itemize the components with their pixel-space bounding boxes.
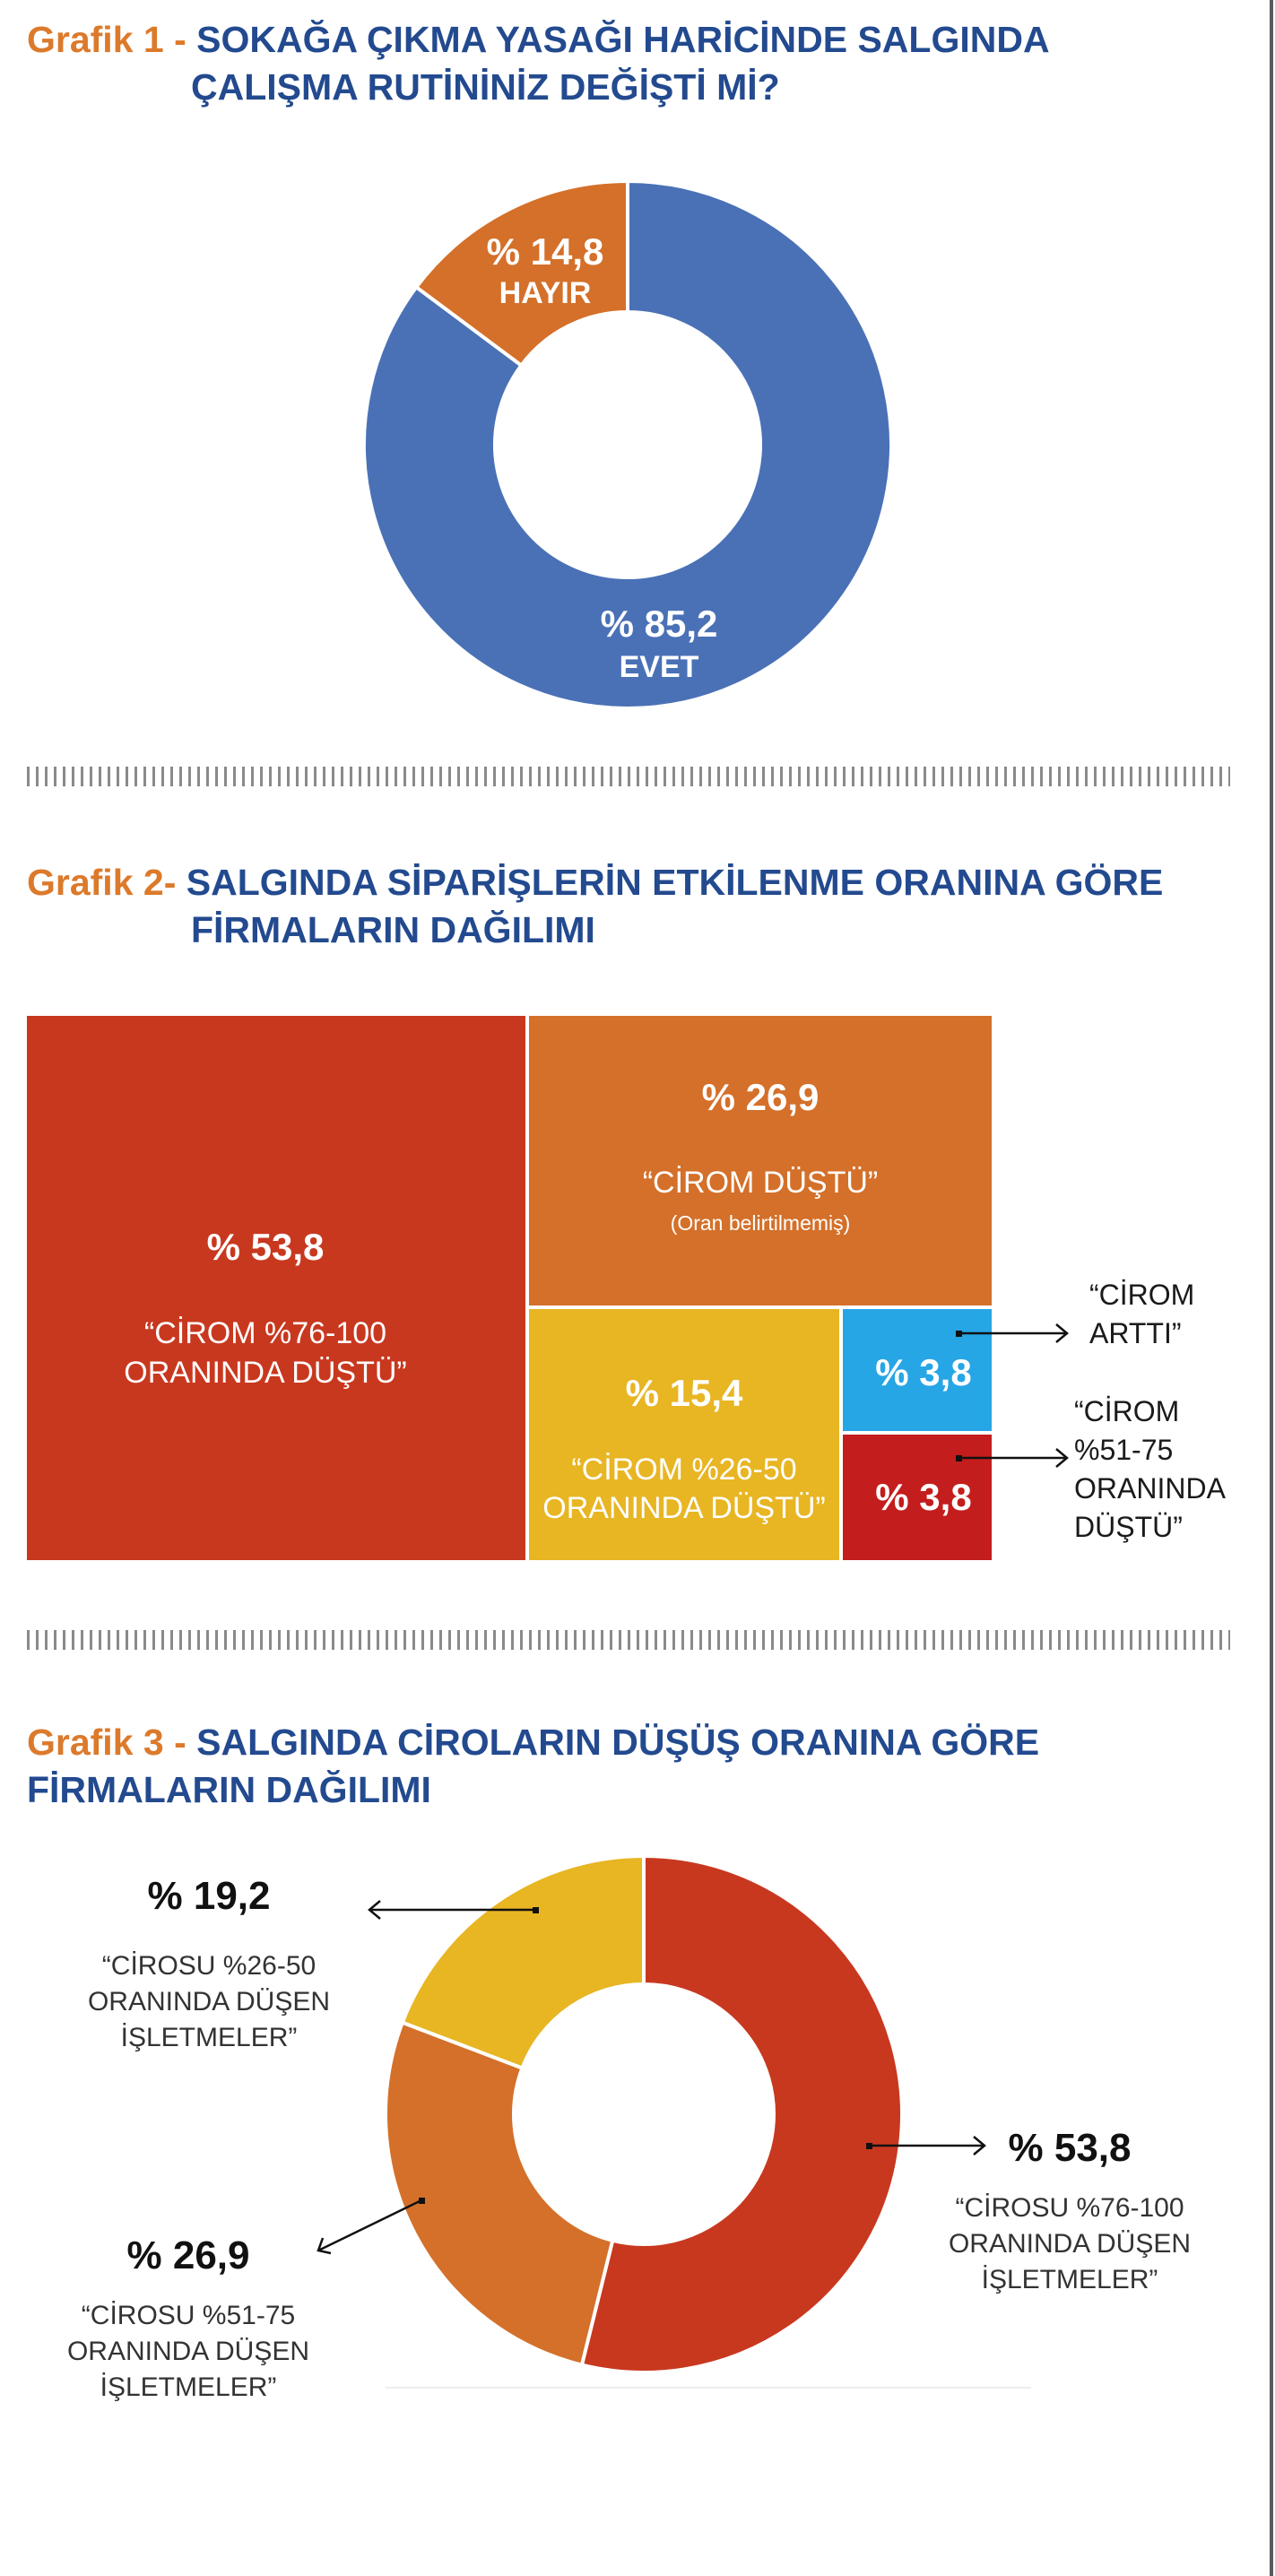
chart2-prefix: Grafik 2- [27, 862, 186, 903]
chart3-dot-26-50 [533, 1907, 539, 1913]
block-76-100-value: % 53,8 [207, 1226, 325, 1268]
chart3-desc-76-100-2: ORANINDA DÜŞEN [949, 2229, 1191, 2259]
block-unspecified [529, 1016, 992, 1305]
chart2-title-line1: SALGINDA SİPARİŞLERİN ETKİLENME ORANINA … [186, 862, 1164, 903]
block-76-100-text-1: “CİROM %76-100 [144, 1316, 386, 1350]
chart3-desc-26-50-2: ORANINDA DÜŞEN [88, 1987, 330, 2017]
callout-down-arrow [959, 1448, 1069, 1468]
block-76-100-text-2: ORANINDA DÜŞTÜ” [124, 1356, 406, 1390]
section-divider-1 [27, 767, 1230, 786]
chart3-desc-51-75-3: İŞLETMELER” [100, 2372, 277, 2402]
chart1-name-hayir: HAYIR [499, 276, 592, 310]
chart2-title-line2: FİRMALARIN DAĞILIMI [191, 909, 595, 950]
chart1-title-line2: ÇALIŞMA RUTİNİNİZ DEĞİŞTİ Mİ? [191, 66, 780, 108]
chart1-title: Grafik 1 - SOKAĞA ÇIKMA YASAĞI HARİCİNDE… [27, 16, 1050, 111]
chart3-desc-26-50-1: “CİROSU %26-50 [102, 1951, 316, 1981]
callout-up-arrow [959, 1323, 1069, 1343]
block-26-50-value: % 15,4 [626, 1372, 743, 1414]
block-26-50-text-2: ORANINDA DÜŞTÜ” [542, 1491, 825, 1525]
block-51-75 [843, 1435, 992, 1560]
chart3-desc-51-75-2: ORANINDA DÜŞEN [67, 2337, 309, 2366]
chart3-value-51-75: % 26,9 [127, 2233, 250, 2277]
chart3-desc-76-100-3: İŞLETMELER” [982, 2265, 1158, 2294]
chart3-slice-26-50 [400, 1853, 646, 2071]
callout-down-line1: “CİROM [1074, 1395, 1179, 1427]
chart3-dot-51-75 [419, 2198, 425, 2204]
callout-down-dot [956, 1455, 962, 1461]
callout-up-line2: ARTTI” [1089, 1317, 1182, 1349]
chart2-title: Grafik 2- SALGINDA SİPARİŞLERİN ETKİLENM… [27, 859, 1163, 954]
chart1-title-line1: SOKAĞA ÇIKMA YASAĞI HARİCİNDE SALGINDA [196, 19, 1050, 60]
block-increased-value: % 3,8 [875, 1351, 971, 1393]
chart3-value-26-50: % 19,2 [148, 1874, 271, 1918]
callout-down-line3: ORANINDA [1074, 1472, 1227, 1505]
block-unspecified-text: “CİROM DÜŞTÜ” [643, 1166, 879, 1200]
chart3-slice-51-75 [384, 2020, 615, 2368]
chart3-title: Grafik 3 - SALGINDA CİROLARIN DÜŞÜŞ ORAN… [27, 1719, 1039, 1814]
callout-up-line1: “CİROM [1089, 1279, 1194, 1311]
chart1-donut: % 85,2 EVET % 14,8 HAYIR [362, 178, 893, 710]
chart3-donut: % 53,8 “CİROSU %76-100 ORANINDA DÜŞEN İŞ… [67, 1853, 1191, 2402]
chart1-prefix: Grafik 1 - [27, 19, 197, 60]
chart1-slice-hayir [413, 178, 629, 369]
page-edge-line [1270, 0, 1273, 2576]
block-increased [843, 1309, 992, 1431]
chart1-slice-evet [362, 178, 893, 710]
chart3-title-line2: FİRMALARIN DAĞILIMI [27, 1769, 431, 1810]
chart3-slice-76-100 [579, 1853, 904, 2374]
chart3-title-line1: SALGINDA CİROLARIN DÜŞÜŞ ORANINA GÖRE [196, 1722, 1040, 1763]
callout-up-dot [956, 1331, 962, 1337]
chart1-name-evet: EVET [620, 650, 699, 684]
block-51-75-value: % 3,8 [875, 1476, 971, 1518]
chart3-arrow-26-50 [368, 1900, 535, 1920]
block-76-100 [27, 1016, 525, 1560]
block-26-50 [529, 1309, 839, 1560]
chart3-desc-51-75-1: “CİROSU %51-75 [82, 2301, 295, 2330]
chart2-treemap: % 53,8 “CİROM %76-100 ORANINDA DÜŞTÜ” % … [27, 1016, 1227, 1560]
block-unspecified-note: (Oran belirtilmemiş) [671, 1211, 851, 1235]
chart3-arrow-76-100 [870, 2136, 986, 2155]
chart3-value-76-100: % 53,8 [1009, 2126, 1132, 2170]
section-divider-2 [27, 1630, 1230, 1650]
chart1-value-evet: % 85,2 [601, 603, 718, 645]
chart3-arrow-51-75 [317, 2199, 422, 2255]
callout-down-line4: DÜŞTÜ” [1074, 1511, 1183, 1543]
chart3-desc-26-50-3: İŞLETMELER” [121, 2023, 298, 2052]
callout-down-line2: %51-75 [1074, 1434, 1173, 1466]
chart3-prefix: Grafik 3 - [27, 1722, 197, 1763]
block-unspecified-value: % 26,9 [702, 1076, 820, 1118]
chart3-dot-76-100 [866, 2143, 872, 2149]
block-26-50-text-1: “CİROM %26-50 [571, 1453, 796, 1487]
chart3-desc-76-100-1: “CİROSU %76-100 [955, 2193, 1184, 2223]
chart1-value-hayir: % 14,8 [487, 230, 604, 273]
